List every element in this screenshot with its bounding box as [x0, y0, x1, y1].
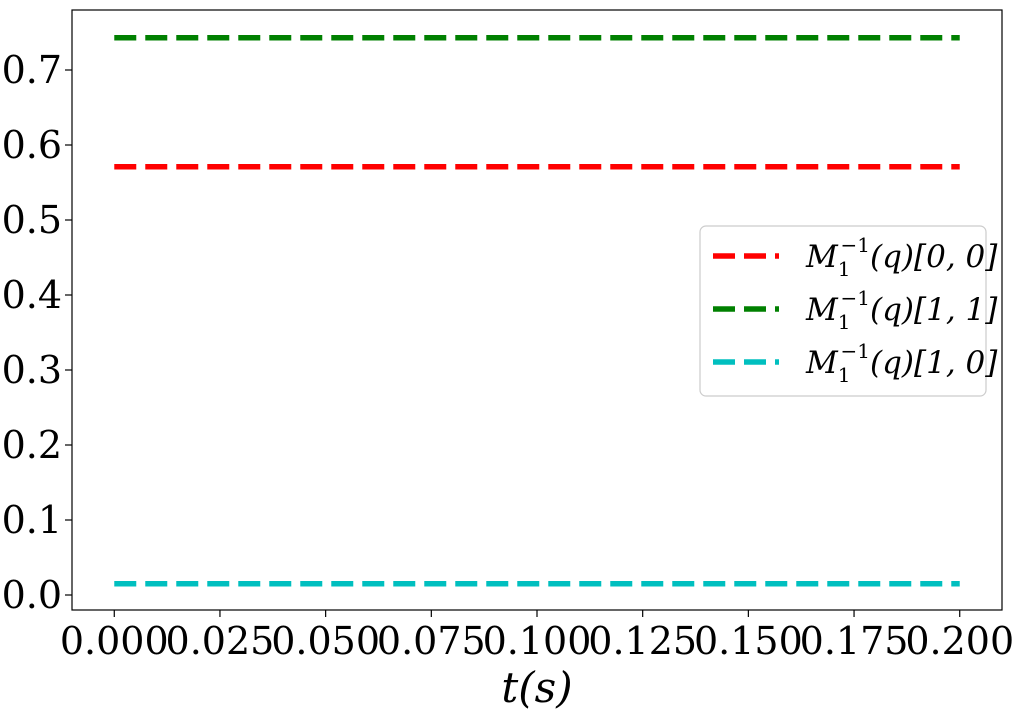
x-tick-label: 0.175	[800, 619, 909, 663]
legend: M1−1(q)[0, 0] M1−1(q)[1, 1] M1−1(q)[1, 0]	[699, 225, 998, 397]
series-lines	[114, 35, 960, 587]
y-tick-label: 0.4	[2, 273, 62, 317]
x-axis-label: t(s)	[501, 663, 572, 712]
legend-frame	[699, 225, 987, 397]
y-tick-label: 0.5	[2, 198, 62, 242]
y-tick-label: 0.7	[2, 48, 62, 92]
x-tick-label: 0.025	[166, 619, 275, 663]
x-tick-label: 0.000	[60, 619, 169, 663]
y-tick-label: 0.0	[2, 573, 62, 617]
legend-label-0: M1−1(q)[0, 0]	[805, 233, 998, 281]
y-tick-label: 0.3	[2, 348, 62, 392]
y-tick-label: 0.1	[2, 498, 62, 542]
x-tick-label: 0.050	[271, 619, 380, 663]
y-axis: 0.0 0.1 0.2 0.3 0.4 0.5 0.6 0.7	[2, 48, 72, 617]
legend-label-1: M1−1(q)[1, 1]	[805, 286, 998, 334]
x-tick-label: 0.100	[483, 619, 592, 663]
legend-label-2: M1−1(q)[1, 0]	[805, 339, 998, 387]
x-tick-label: 0.150	[694, 619, 803, 663]
x-tick-label: 0.075	[377, 619, 486, 663]
x-tick-label: 0.200	[905, 619, 1014, 663]
x-axis: 0.0000.0250.0500.0750.1000.1250.1500.175…	[60, 610, 1014, 663]
x-tick-label: 0.125	[588, 619, 697, 663]
y-tick-label: 0.6	[2, 123, 62, 167]
y-tick-label: 0.2	[2, 423, 62, 467]
